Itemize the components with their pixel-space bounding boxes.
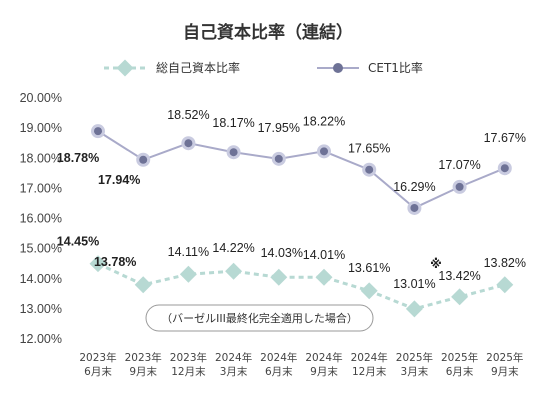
point-total-ratio <box>179 265 197 283</box>
point-total-ratio <box>225 262 243 280</box>
point-total-ratio <box>405 300 423 318</box>
data-label-total-ratio: 14.45% <box>57 235 99 249</box>
data-label-total-ratio: 14.01% <box>303 248 345 262</box>
x-tick-label: 2025年 3月末 <box>396 351 433 378</box>
legend-marker-total-ratio <box>116 59 134 77</box>
point-cet1-ratio <box>410 203 419 212</box>
x-tick-label: 2025年 6月末 <box>441 351 478 378</box>
point-total-ratio <box>89 255 107 273</box>
series-line-cet1-ratio <box>97 130 506 210</box>
data-label-total-ratio: 13.01% <box>393 277 435 291</box>
annotation-box <box>145 304 374 332</box>
point-cet1-ratio <box>184 139 193 148</box>
point-cet1-ratio <box>455 182 464 191</box>
data-label-total-ratio: 13.82% <box>484 256 526 270</box>
x-tick-label: 2024年 6月末 <box>260 351 297 378</box>
point-total-ratio <box>360 282 378 300</box>
point-cet1-ratio <box>320 147 328 156</box>
point-cet1-ratio <box>274 154 283 163</box>
x-tick-label: 2025年 9月末 <box>486 351 523 378</box>
data-label-cet1-ratio: 17.07% <box>438 158 480 172</box>
data-label-total-ratio: 13.42% <box>438 269 480 283</box>
y-tick-label: 16.00% <box>20 212 62 226</box>
data-label-cet1-ratio: 17.65% <box>348 142 390 156</box>
y-tick-label: 18.00% <box>20 151 62 165</box>
data-label-cet1-ratio: 16.29% <box>393 180 435 194</box>
x-tick-label: 2024年 12月末 <box>351 351 388 378</box>
y-tick-label: 17.00% <box>20 181 62 195</box>
x-axis: 2023年 6月末 2023年 9月末 2023年 12月末 2024年 3月末 2024年 6月… <box>79 351 523 378</box>
legend-marker-cet1-ratio <box>333 63 343 73</box>
annotation-text: （バーゼルIII最終化完全適用した場合） <box>161 311 358 325</box>
point-total-ratio <box>451 288 469 306</box>
data-label-total-ratio: 14.11% <box>168 245 209 259</box>
x-tick-label: 2023年 6月末 <box>79 351 116 378</box>
point-total-ratio <box>496 276 514 294</box>
point-total-ratio <box>134 276 152 294</box>
chart-title: 自己資本比率（連結） <box>183 22 353 43</box>
data-label-cet1-ratio: 18.22% <box>303 114 345 128</box>
y-tick-label: 15.00% <box>20 242 62 256</box>
legend-item-total-ratio: 総自己資本比率 <box>104 59 240 77</box>
data-label-cet1-ratio: 17.94% <box>98 173 140 187</box>
series-layer: 14.45% 13.78% 14.11% 14.22% 14.03% 14.01%13.6… <box>57 108 526 318</box>
data-label-total-ratio: 14.22% <box>212 241 254 255</box>
x-tick-label: 2023年 12月末 <box>170 351 207 378</box>
data-label-cet1-ratio: 18.52% <box>167 108 209 122</box>
annotation-mark: ※ <box>430 257 442 271</box>
point-cet1-ratio <box>500 164 509 173</box>
x-tick-label: 2024年 9月末 <box>305 351 342 378</box>
y-axis: 12.00% 13.00% 14.00% 15.00% 16.00% 17.00% 18.0… <box>20 91 62 346</box>
point-total-ratio <box>270 268 288 286</box>
data-label-cet1-ratio: 18.17% <box>212 116 254 130</box>
x-tick-label: 2023年 9月末 <box>125 351 162 378</box>
data-label-total-ratio: 13.61% <box>348 261 390 275</box>
legend: 総自己資本比率 CET1比率 <box>104 59 423 77</box>
legend-label-cet1-ratio: CET1比率 <box>368 60 423 75</box>
y-tick-label: 13.00% <box>20 302 62 316</box>
data-label-total-ratio: 13.78% <box>94 255 136 269</box>
y-tick-label: 12.00% <box>20 332 62 346</box>
legend-item-cet1-ratio: CET1比率 <box>317 60 423 75</box>
y-tick-label: 19.00% <box>20 121 62 135</box>
point-cet1-ratio <box>94 127 102 136</box>
data-label-cet1-ratio: 17.67% <box>484 131 526 145</box>
annotation-layer: （バーゼルIII最終化完全適用した場合） ※ <box>145 257 442 332</box>
legend-label-total-ratio: 総自己資本比率 <box>156 60 240 75</box>
y-tick-label: 20.00% <box>20 91 62 105</box>
point-cet1-ratio <box>229 148 238 157</box>
data-label-cet1-ratio: 17.95% <box>258 121 300 135</box>
point-cet1-ratio <box>365 165 374 174</box>
series-line-total-ratio <box>97 262 506 311</box>
x-tick-label: 2024年 3月末 <box>215 351 252 378</box>
point-cet1-ratio <box>139 155 148 164</box>
data-label-total-ratio: 14.03% <box>261 246 303 260</box>
y-tick-label: 14.00% <box>20 272 62 286</box>
data-label-cet1-ratio: 18.78% <box>57 151 99 165</box>
point-total-ratio <box>315 268 333 286</box>
